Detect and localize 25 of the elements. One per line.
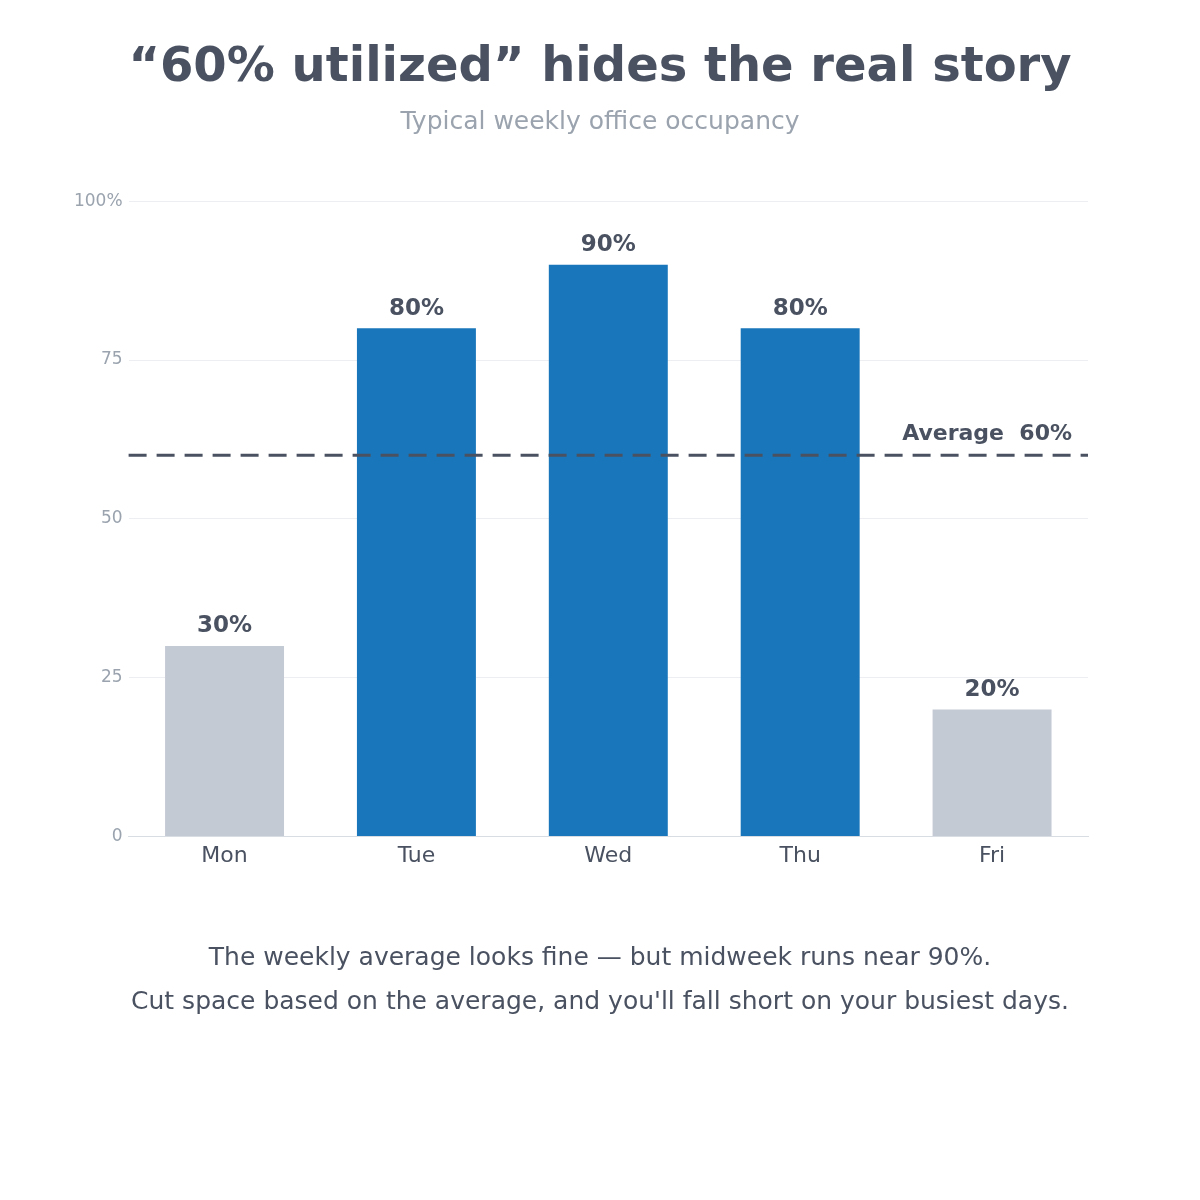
x-tick-label: Wed: [584, 841, 633, 867]
y-tick-label: 25: [100, 666, 123, 687]
data-label: 90%: [580, 230, 636, 257]
y-tick-label: 50: [100, 507, 123, 528]
x-tick-label: Tue: [396, 841, 436, 867]
x-tick-label: Mon: [201, 841, 248, 867]
x-tick-label: Fri: [978, 841, 1006, 867]
bar: [165, 645, 285, 837]
bar: [356, 328, 476, 837]
data-label: 20%: [964, 674, 1020, 701]
bar: [548, 264, 668, 837]
chart-subtitle: Typical weekly office occupancy: [399, 106, 801, 135]
data-label: 30%: [197, 611, 253, 638]
text: Cut space based on the average, and you'll fall short on your busiest days.: [130, 985, 1070, 1017]
y-tick-label: 75: [100, 348, 123, 369]
y-tick-label: 100%: [73, 189, 123, 210]
bar: [932, 709, 1052, 837]
bar: [740, 328, 860, 837]
y-tick-label: 0: [111, 825, 123, 846]
x-tick-label: Thu: [778, 841, 821, 867]
text: The weekly average looks fine — but midweek runs near 90%.: [207, 941, 993, 973]
data-label: 80%: [388, 293, 444, 320]
chart-title: “60% utilized” hides the real story: [127, 35, 1073, 92]
ref-line-label: Average 60%: [902, 420, 1072, 446]
data-label: 80%: [772, 293, 828, 320]
